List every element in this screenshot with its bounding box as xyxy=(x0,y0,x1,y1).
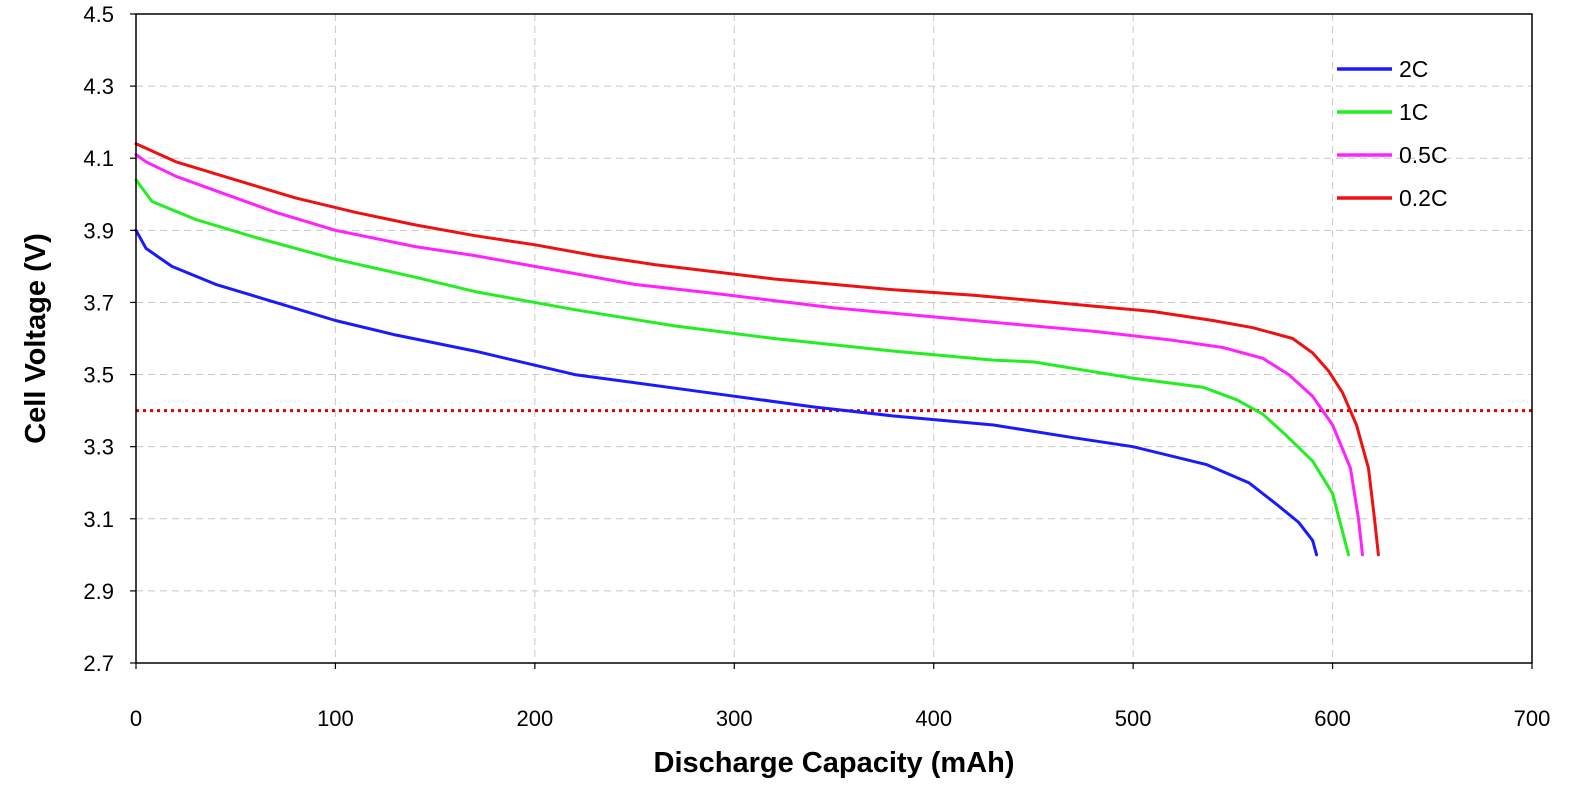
y-tick-label: 4.1 xyxy=(83,146,114,171)
legend-label: 0.5C xyxy=(1399,142,1448,168)
y-tick-label: 3.7 xyxy=(83,290,114,315)
series-line-0-2C xyxy=(134,142,1380,557)
legend-label: 2C xyxy=(1399,56,1428,82)
y-tick-label: 2.7 xyxy=(83,651,114,676)
grid xyxy=(136,14,1532,663)
y-tick-label: 3.5 xyxy=(83,363,114,388)
series-line-0-5C xyxy=(134,153,1364,557)
legend: 2C 1C 0.5C 0.2C xyxy=(1337,56,1448,211)
legend-label: 1C xyxy=(1399,99,1428,125)
series-group xyxy=(134,142,1380,557)
series-line-1C xyxy=(134,178,1350,557)
y-tick-label: 3.1 xyxy=(83,507,114,532)
y-tick-label: 3.9 xyxy=(83,218,114,243)
y-tick-label: 3.3 xyxy=(83,435,114,460)
x-tick-label: 600 xyxy=(1314,706,1351,731)
y-tick-label: 4.5 xyxy=(83,2,114,27)
y-axis-title: Cell Voltage (V) xyxy=(20,233,52,444)
x-tick-label: 200 xyxy=(516,706,553,731)
x-tick-label: 500 xyxy=(1115,706,1152,731)
x-axis-title: Discharge Capacity (mAh) xyxy=(654,747,1015,779)
plot-frame xyxy=(135,13,1533,664)
x-tick-label: 400 xyxy=(915,706,952,731)
y-tick-label: 2.9 xyxy=(83,579,114,604)
y-axis-ticks: 2.7 2.9 3.1 3.3 3.5 3.7 3.9 4.1 4.3 4.5 xyxy=(83,2,136,676)
legend-label: 0.2C xyxy=(1399,185,1448,211)
x-tick-label: 100 xyxy=(317,706,354,731)
x-axis-ticks: 0 100 200 300 400 500 600 700 xyxy=(130,663,1550,731)
series-line-2C xyxy=(134,228,1319,557)
y-tick-label: 4.3 xyxy=(83,74,114,99)
x-tick-label: 700 xyxy=(1514,706,1551,731)
x-tick-label: 300 xyxy=(716,706,753,731)
x-tick-label: 0 xyxy=(130,706,142,731)
